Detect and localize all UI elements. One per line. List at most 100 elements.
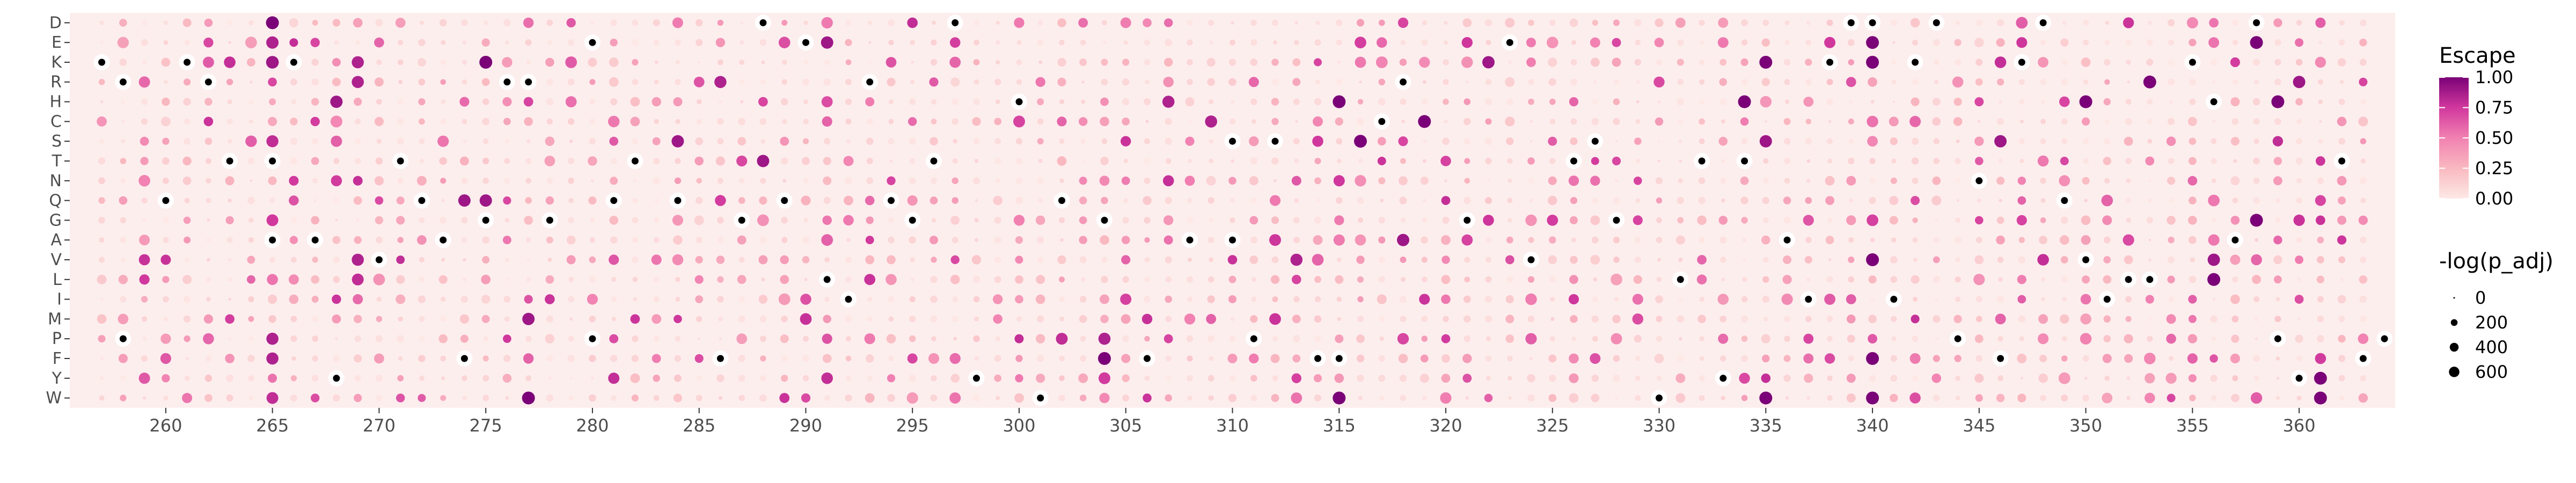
dot-356-I <box>2212 298 2215 301</box>
dot-338-S <box>1827 138 1833 144</box>
dot-347-I <box>2017 295 2026 304</box>
dot-281-V <box>609 254 619 265</box>
dot-331-S <box>1678 139 1682 143</box>
dot-357-M <box>2231 316 2239 323</box>
dot-337-W <box>1806 396 1811 400</box>
dot-277-W <box>522 391 535 405</box>
dot-292-M <box>845 315 852 323</box>
dot-328-R <box>1613 79 1620 85</box>
dot-268-I <box>332 294 341 304</box>
dot-315-W <box>1333 391 1346 405</box>
dot-303-C <box>1079 117 1088 126</box>
dot-335-G <box>1762 217 1769 223</box>
dot-352-F <box>2124 354 2133 363</box>
dot-286-D <box>717 19 724 26</box>
dot-324-H <box>1528 98 1534 105</box>
dot-292-F <box>845 355 852 362</box>
dot-278-C <box>546 118 553 125</box>
dot-261-G <box>183 216 191 224</box>
dot-317-D <box>1378 19 1385 26</box>
y-tick-label-M: M <box>48 310 62 328</box>
dot-304-K <box>1101 58 1108 66</box>
dot-302-Y <box>1059 375 1065 382</box>
dot-280-Y <box>590 376 594 380</box>
dot-289-Y <box>781 375 788 382</box>
significant-dot-293-R <box>866 78 874 86</box>
dot-296-K <box>930 58 938 66</box>
dot-287-E <box>740 40 744 45</box>
dot-358-L <box>2252 275 2262 284</box>
dot-332-G <box>1697 215 1707 225</box>
dot-285-Q <box>695 196 703 204</box>
dot-301-C <box>1037 118 1044 125</box>
dot-281-Y <box>608 372 620 384</box>
dot-269-N <box>353 175 363 186</box>
dot-277-E <box>525 39 532 46</box>
dot-328-Y <box>1613 375 1620 382</box>
dot-350-T <box>2083 158 2089 164</box>
dot-261-V <box>184 257 190 262</box>
dot-269-P <box>354 335 361 342</box>
dot-259-V <box>138 254 150 266</box>
dot-314-P <box>1314 335 1322 342</box>
dot-345-I <box>1975 296 1982 303</box>
dot-354-I <box>2168 296 2174 302</box>
dot-300-E <box>1016 40 1022 45</box>
dot-267-N <box>312 178 318 184</box>
dot-262-K <box>203 56 214 68</box>
dot-312-K <box>1271 58 1279 66</box>
dot-259-P <box>142 336 147 341</box>
dot-346-E <box>1996 38 2005 47</box>
significant-dot-323-E <box>1506 39 1513 46</box>
dot-324-Q <box>1529 198 1533 203</box>
dot-301-S <box>1037 138 1044 145</box>
dot-319-W <box>1422 396 1427 400</box>
dot-334-M <box>1740 315 1748 323</box>
size-legend-dot-0 <box>2453 297 2455 299</box>
dot-351-P <box>2103 335 2111 342</box>
dot-268-G <box>335 218 338 222</box>
dot-294-E <box>888 40 894 46</box>
dot-342-D <box>1910 18 1920 28</box>
dot-326-W <box>1569 393 1579 403</box>
dot-346-G <box>1996 216 2004 224</box>
dot-307-M <box>1165 316 1172 323</box>
dot-284-E <box>675 39 681 46</box>
dot-359-Y <box>2276 377 2280 380</box>
dot-339-A <box>1848 237 1854 243</box>
dot-305-R <box>1122 78 1130 86</box>
dot-342-M <box>1911 314 1920 324</box>
dot-309-L <box>1208 276 1214 283</box>
dot-262-M <box>203 314 213 324</box>
dot-343-Q <box>1931 195 1942 206</box>
dot-261-F <box>185 356 189 361</box>
dot-322-K <box>1482 56 1495 69</box>
size-legend-dot-400 <box>2449 342 2459 352</box>
dot-339-P <box>1847 334 1855 343</box>
dot-349-N <box>2059 175 2070 187</box>
dot-291-K <box>824 59 830 65</box>
dot-284-Y <box>674 374 682 382</box>
dot-342-V <box>1913 258 1918 262</box>
dot-337-M <box>1805 316 1812 323</box>
dot-288-W <box>759 394 767 402</box>
dot-269-E <box>355 40 360 45</box>
dot-288-Y <box>760 375 766 382</box>
dot-277-I <box>524 295 533 304</box>
significant-dot-294-Q <box>888 197 895 204</box>
dot-362-S <box>2338 137 2346 145</box>
dot-348-F <box>2039 354 2047 363</box>
dot-326-Y <box>1569 373 1579 383</box>
dot-315-C <box>1335 117 1343 126</box>
dot-280-I <box>587 294 598 305</box>
dot-333-C <box>1721 119 1725 124</box>
dot-295-R <box>910 79 915 84</box>
dot-291-G <box>822 215 832 225</box>
dot-300-M <box>1016 316 1022 322</box>
dot-356-Q <box>2208 194 2220 207</box>
dot-289-C <box>781 119 787 125</box>
significant-dot-328-G <box>1613 216 1620 224</box>
dot-layer <box>93 14 2393 406</box>
